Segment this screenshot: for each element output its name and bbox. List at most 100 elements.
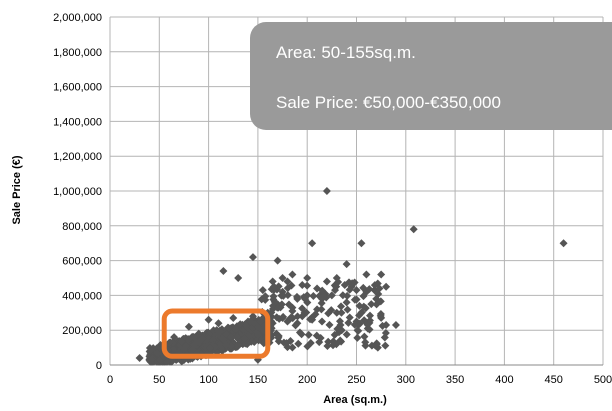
data-point: [322, 187, 331, 195]
data-point: [372, 340, 381, 349]
data-point: [381, 341, 390, 350]
data-point: [284, 300, 293, 309]
data-point: [350, 320, 359, 329]
data-point: [236, 320, 245, 329]
data-point: [303, 298, 312, 307]
data-point: [261, 292, 270, 301]
data-point: [318, 293, 327, 302]
data-point: [355, 301, 364, 310]
data-point: [227, 333, 236, 342]
data-point: [184, 322, 193, 331]
y-axis-title: Sale Price (€): [11, 155, 23, 224]
data-point: [269, 292, 278, 301]
data-point: [350, 295, 359, 304]
y-tick-label: 800,000: [62, 221, 102, 233]
data-point: [322, 277, 331, 286]
data-point: [378, 321, 387, 330]
data-point: [246, 317, 255, 326]
data-point: [337, 302, 346, 311]
data-point: [340, 281, 349, 290]
data-point: [274, 337, 283, 346]
data-point: [204, 315, 213, 324]
data-point: [367, 300, 376, 309]
x-tick-label: 300: [397, 374, 415, 386]
x-tick-label: 50: [153, 374, 165, 386]
data-point: [365, 311, 374, 320]
data-point: [229, 314, 238, 323]
data-point: [335, 317, 344, 326]
data-point: [315, 338, 324, 347]
data-point: [145, 347, 154, 356]
data-point: [377, 270, 386, 279]
data-point: [282, 339, 291, 348]
y-tick-label: 600,000: [62, 256, 102, 268]
data-point: [376, 297, 385, 306]
data-point: [357, 239, 366, 248]
data-point: [233, 333, 242, 342]
data-point: [272, 313, 281, 322]
data-point: [177, 337, 186, 346]
x-tick-label: 250: [347, 374, 365, 386]
data-point: [205, 343, 214, 352]
data-point: [267, 308, 276, 317]
data-point: [179, 345, 188, 354]
y-tick-label: 400,000: [62, 290, 102, 302]
data-point: [274, 331, 283, 340]
data-point: [248, 253, 257, 262]
callout-area-text: Area: 50-155sq.m.: [276, 43, 416, 62]
data-point: [273, 256, 282, 265]
data-point: [279, 312, 288, 321]
data-point: [325, 320, 334, 329]
data-point: [304, 330, 313, 339]
y-tick-label: 2,000,000: [53, 12, 102, 24]
x-tick-label: 200: [298, 374, 316, 386]
data-point: [288, 307, 297, 316]
x-tick-label: 400: [495, 374, 513, 386]
data-point: [135, 354, 144, 363]
data-point: [338, 291, 347, 300]
y-tick-label: 1,200,000: [53, 151, 102, 163]
data-point: [291, 321, 300, 330]
data-point: [240, 334, 249, 343]
data-point: [165, 338, 174, 347]
callout-background: [250, 22, 612, 130]
data-point: [323, 341, 332, 350]
data-point: [365, 285, 374, 294]
data-point: [227, 342, 236, 351]
data-point: [343, 305, 352, 314]
y-axis-ticks: 0 200,000 400,000 600,000 800,000 1,000,000 1,…: [53, 12, 102, 372]
data-point: [342, 298, 351, 307]
data-point: [214, 329, 223, 338]
x-axis-ticks: 0 50 100 150 200 250 300 350 400 450 500: [107, 374, 612, 386]
data-point: [318, 286, 327, 295]
data-point: [311, 310, 320, 319]
data-point: [363, 320, 372, 329]
data-point: [332, 308, 341, 317]
data-point: [269, 283, 278, 292]
data-point: [219, 335, 228, 344]
x-tick-label: 150: [249, 374, 267, 386]
data-point: [342, 260, 351, 269]
data-point: [355, 311, 364, 320]
data-point: [231, 325, 240, 334]
data-point: [308, 239, 317, 248]
data-point: [214, 319, 223, 328]
y-tick-label: 1,400,000: [53, 116, 102, 128]
data-point: [277, 300, 286, 309]
data-point: [298, 280, 307, 289]
data-point: [345, 285, 354, 294]
data-point: [312, 331, 321, 340]
data-point: [253, 322, 262, 331]
data-point: [329, 337, 338, 346]
data-point: [177, 357, 186, 366]
data-point: [306, 315, 315, 324]
data-point: [303, 274, 312, 282]
data-point: [253, 330, 262, 339]
data-point: [219, 267, 228, 276]
data-point: [153, 349, 162, 358]
data-point: [345, 313, 354, 322]
x-tick-label: 450: [545, 374, 563, 386]
data-point: [306, 338, 315, 347]
data-point: [288, 343, 297, 352]
